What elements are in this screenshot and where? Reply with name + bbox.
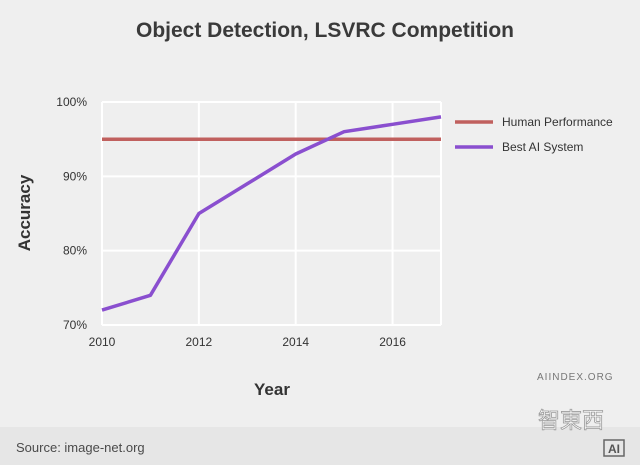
y-tick-label-70: 70%: [63, 318, 87, 332]
chart-title: Object Detection, LSVRC Competition: [136, 19, 514, 42]
footer-bar: [0, 427, 640, 465]
source-note: Source: image-net.org: [16, 440, 145, 455]
chart-series: [101, 115, 442, 312]
x-tick-label-2010: 2010: [89, 335, 116, 349]
legend-label-0: Human Performance: [502, 115, 613, 129]
y-tick-label-80: 80%: [63, 244, 87, 258]
ai-index-logo-text: AI: [608, 442, 620, 456]
x-tick-label-2012: 2012: [186, 335, 213, 349]
chart-legend: Human Performance Best AI System: [455, 115, 613, 154]
y-tick-label-90: 90%: [63, 169, 87, 183]
legend-label-1: Best AI System: [502, 140, 583, 154]
y-axis-title: Accuracy: [15, 174, 34, 251]
ai-index-logo: AI: [603, 439, 625, 457]
chart-ticks: 70% 80% 90% 100% 2010 2012 2014 2016: [56, 95, 406, 349]
site-watermark: 智東西: [538, 409, 604, 434]
x-axis-title: Year: [254, 380, 290, 399]
y-tick-label-100: 100%: [56, 95, 87, 109]
x-tick-label-2016: 2016: [379, 335, 406, 349]
x-tick-label-2014: 2014: [282, 335, 309, 349]
series-line-1: [101, 115, 442, 312]
watermark: AIINDEX.ORG: [537, 372, 614, 383]
